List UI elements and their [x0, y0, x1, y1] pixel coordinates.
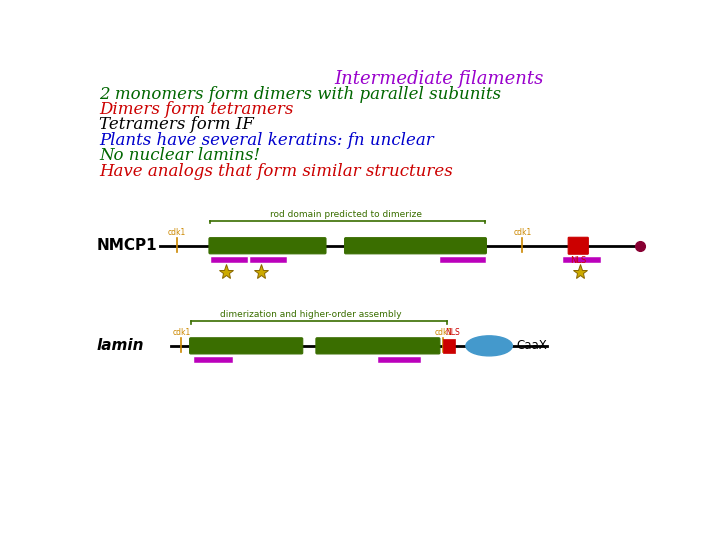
Ellipse shape: [466, 336, 513, 356]
Text: 2 monomers form dimers with parallel subunits: 2 monomers form dimers with parallel sub…: [99, 85, 501, 103]
Text: Have analogs that form similar structures: Have analogs that form similar structure…: [99, 163, 453, 180]
Text: cdk1: cdk1: [513, 228, 531, 237]
Text: NMCP1: NMCP1: [96, 238, 157, 253]
FancyBboxPatch shape: [568, 237, 588, 254]
FancyBboxPatch shape: [316, 338, 440, 354]
Text: cdk1: cdk1: [172, 328, 191, 338]
Text: Dimers form tetramers: Dimers form tetramers: [99, 101, 294, 118]
Text: Plants have several keratins: fn unclear: Plants have several keratins: fn unclear: [99, 132, 434, 149]
FancyBboxPatch shape: [444, 339, 455, 353]
Text: lamin: lamin: [96, 339, 144, 353]
Text: CaaX: CaaX: [516, 339, 547, 353]
Text: Tetramers form IF: Tetramers form IF: [99, 117, 254, 133]
FancyBboxPatch shape: [189, 338, 302, 354]
Text: No nuclear lamins!: No nuclear lamins!: [99, 147, 261, 164]
Text: rod domain predicted to dimerize: rod domain predicted to dimerize: [270, 210, 422, 219]
Text: NLS: NLS: [570, 256, 586, 265]
Text: dimerization and higher-order assembly: dimerization and higher-order assembly: [220, 310, 402, 319]
Text: cdk1: cdk1: [168, 228, 186, 237]
Text: cdk1: cdk1: [434, 328, 453, 338]
FancyBboxPatch shape: [209, 238, 326, 254]
FancyBboxPatch shape: [345, 238, 487, 254]
Text: Intermediate filaments: Intermediate filaments: [334, 70, 544, 88]
Text: NLS: NLS: [446, 328, 461, 338]
